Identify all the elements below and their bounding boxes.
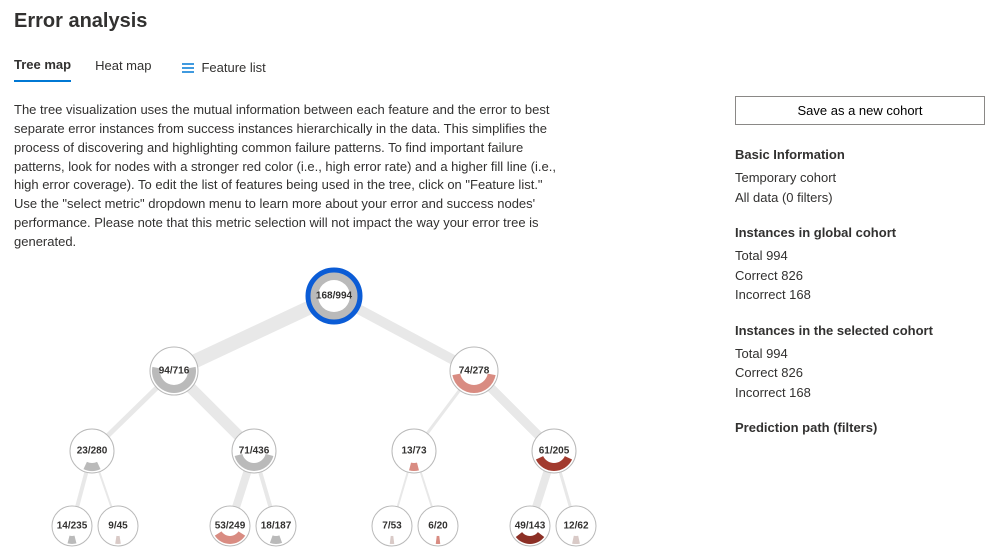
tree-node-label: 6/20 — [428, 520, 448, 531]
tree-node[interactable]: 168/994 — [308, 270, 360, 322]
prediction-path-heading: Prediction path (filters) — [735, 420, 985, 435]
tree-node[interactable]: 7/53 — [372, 506, 412, 546]
tree-node-label: 13/73 — [401, 445, 426, 456]
page-title: Error analysis — [14, 10, 717, 33]
list-icon — [181, 62, 195, 74]
feature-list-label: Feature list — [201, 60, 265, 75]
tree-node[interactable]: 14/235 — [52, 506, 92, 546]
tree-node-label: 23/280 — [77, 445, 108, 456]
tree-node-label: 168/994 — [316, 290, 353, 301]
tree-node[interactable]: 18/187 — [256, 506, 296, 546]
global-correct: Correct 826 — [735, 266, 985, 286]
tree-node[interactable]: 74/278 — [450, 347, 498, 395]
tab-heat-map[interactable]: Heat map — [95, 54, 151, 81]
tree-node[interactable]: 53/249 — [210, 506, 250, 546]
tree-node-label: 18/187 — [261, 520, 292, 531]
selected-cohort-heading: Instances in the selected cohort — [735, 323, 985, 338]
feature-list-button[interactable]: Feature list — [181, 60, 265, 75]
error-tree[interactable]: 168/994 94/716 74/278 23/280 71/436 13/73 61/2… — [14, 266, 714, 556]
selected-correct: Correct 826 — [735, 363, 985, 383]
selected-incorrect: Incorrect 168 — [735, 383, 985, 403]
tree-node-label: 61/205 — [539, 445, 570, 456]
tree-node[interactable]: 49/143 — [510, 506, 550, 546]
view-tabs: Tree map Heat map Feature list — [14, 53, 717, 83]
global-incorrect: Incorrect 168 — [735, 285, 985, 305]
global-cohort-heading: Instances in global cohort — [735, 225, 985, 240]
tree-node-label: 74/278 — [459, 365, 490, 376]
tree-node-label: 71/436 — [239, 445, 270, 456]
tree-node[interactable]: 23/280 — [70, 429, 114, 473]
tree-node-label: 12/62 — [563, 520, 588, 531]
tree-node-label: 9/45 — [108, 520, 128, 531]
selected-total: Total 994 — [735, 344, 985, 364]
global-total: Total 994 — [735, 246, 985, 266]
tree-node[interactable]: 94/716 — [150, 347, 198, 395]
tab-tree-map[interactable]: Tree map — [14, 53, 71, 82]
cohort-name: Temporary cohort — [735, 168, 985, 188]
tree-description: The tree visualization uses the mutual i… — [14, 101, 564, 252]
tree-node-label: 53/249 — [215, 520, 246, 531]
tree-node[interactable]: 9/45 — [98, 506, 138, 546]
tree-node[interactable]: 12/62 — [556, 506, 596, 546]
tree-node-label: 14/235 — [57, 520, 88, 531]
tree-node[interactable]: 6/20 — [418, 506, 458, 546]
tree-node-label: 7/53 — [382, 520, 402, 531]
tree-node-label: 94/716 — [159, 365, 190, 376]
basic-info-heading: Basic Information — [735, 147, 985, 162]
tree-node[interactable]: 61/205 — [532, 429, 576, 473]
tree-node-label: 49/143 — [515, 520, 546, 531]
cohort-filters: All data (0 filters) — [735, 188, 985, 208]
tree-node[interactable]: 13/73 — [392, 429, 436, 473]
save-cohort-button[interactable]: Save as a new cohort — [735, 96, 985, 125]
tree-node[interactable]: 71/436 — [232, 429, 276, 473]
